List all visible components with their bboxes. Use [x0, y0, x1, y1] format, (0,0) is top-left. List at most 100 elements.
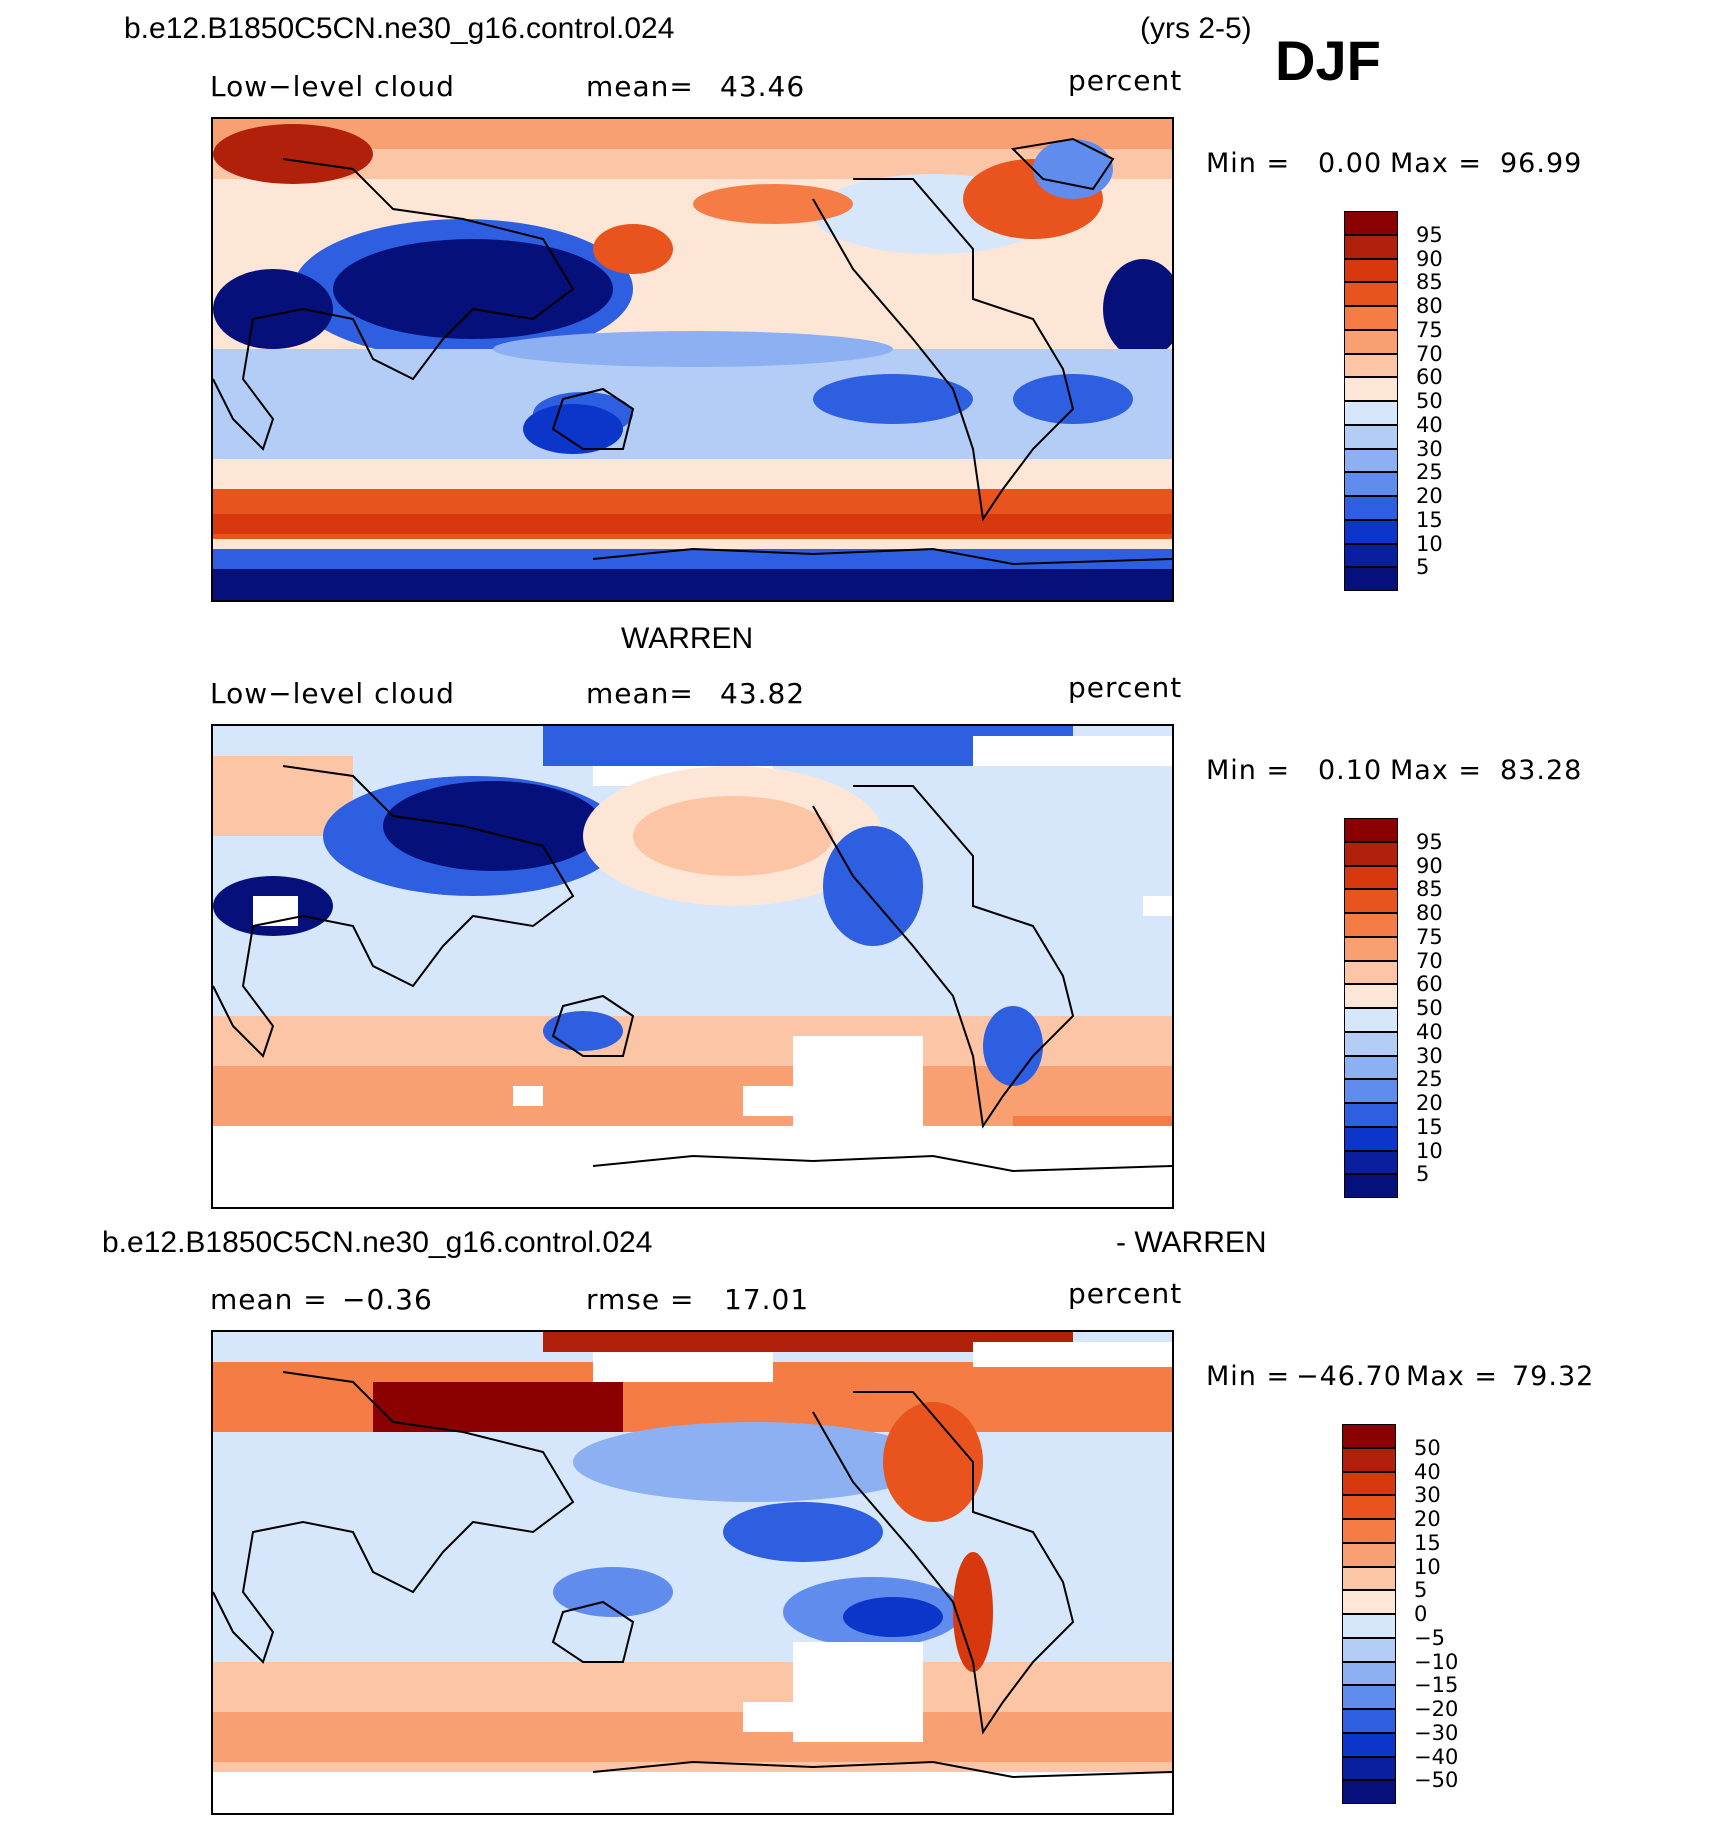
colorbar-label: 75: [1416, 317, 1443, 342]
colorbar-box: [1344, 353, 1398, 378]
panel3-colorbar: 50 40 30 20 15 10 5 0 −5 −10 −15 −20 −30 −40 −50: [1342, 1424, 1472, 1808]
case-title: b.e12.B1850C5CN.ne30_g16.control.024: [124, 12, 675, 45]
colorbar-label: 30: [1414, 1483, 1441, 1508]
panel2-title: WARREN: [621, 622, 754, 655]
colorbar-box: [1344, 841, 1398, 866]
panel2-mean-label: mean=: [586, 677, 694, 710]
colorbar-box: [1344, 424, 1398, 449]
colorbar-label: −50: [1414, 1768, 1459, 1793]
colorbar-box: [1342, 1756, 1396, 1781]
colorbar-label: 15: [1416, 1114, 1443, 1139]
colorbar-box: [1344, 448, 1398, 473]
panel1-colorbar: 95 90 85 80 75 70 60 50 40 30 25 20 15 10 5: [1344, 211, 1474, 595]
colorbar-box: [1344, 1079, 1398, 1103]
colorbar-label: 40: [1416, 412, 1443, 437]
colorbar-box: [1344, 818, 1398, 842]
panel2-max-value: 83.28: [1500, 755, 1583, 786]
colorbar-box: [1342, 1495, 1396, 1519]
panel2-max-label: Max =: [1390, 755, 1483, 786]
panel3-title-left: b.e12.B1850C5CN.ne30_g16.control.024: [102, 1226, 653, 1259]
colorbar-box: [1342, 1424, 1396, 1448]
panel2-min-label: Min =: [1206, 755, 1291, 786]
colorbar-label: 60: [1416, 972, 1443, 997]
colorbar-label: 80: [1416, 901, 1443, 925]
colorbar-box: [1344, 567, 1398, 591]
colorbar-label: −20: [1414, 1697, 1459, 1721]
colorbar-label: 80: [1416, 294, 1443, 318]
panel3-max-label: Max =: [1406, 1361, 1499, 1392]
colorbar-box: [1344, 377, 1398, 401]
panel1-min-label: Min =: [1206, 148, 1291, 179]
colorbar-box: [1344, 496, 1398, 520]
panel1-units: percent: [1068, 64, 1183, 97]
colorbar-box: [1342, 1566, 1396, 1591]
colorbar-label: 95: [1416, 829, 1443, 854]
colorbar-label: 30: [1416, 1043, 1443, 1068]
colorbar-box: [1344, 865, 1398, 890]
colorbar-box: [1344, 258, 1398, 283]
colorbar-label: 85: [1416, 270, 1443, 295]
panel1-mean-value: 43.46: [720, 70, 806, 103]
colorbar-box: [1344, 1031, 1398, 1056]
colorbar-box: [1342, 1519, 1396, 1543]
colorbar-box: [1344, 472, 1398, 496]
colorbar-label: 0: [1414, 1602, 1428, 1626]
colorbar-box: [1344, 913, 1398, 937]
colorbar-label: 50: [1416, 996, 1443, 1020]
colorbar-label: 50: [1416, 389, 1443, 413]
colorbar-box: [1344, 1008, 1398, 1032]
colorbar-label: 10: [1416, 531, 1443, 556]
colorbar-box: [1344, 984, 1398, 1008]
colorbar-box: [1342, 1471, 1396, 1496]
colorbar-box: [1344, 306, 1398, 330]
colorbar-box: [1344, 936, 1398, 961]
panel2-units: percent: [1068, 671, 1183, 704]
colorbar-label: 40: [1416, 1019, 1443, 1044]
panel3-max-value: 79.32: [1512, 1361, 1595, 1392]
colorbar-label: 30: [1416, 436, 1443, 461]
colorbar-box: [1342, 1661, 1396, 1686]
colorbar-label: −15: [1414, 1673, 1459, 1698]
colorbar-box: [1344, 1126, 1398, 1151]
colorbar-box: [1344, 329, 1398, 354]
panel3-units: percent: [1068, 1277, 1183, 1310]
colorbar-box: [1344, 889, 1398, 913]
colorbar-label: 20: [1416, 1091, 1443, 1115]
colorbar-label: 5: [1416, 1162, 1430, 1187]
panel3-mean-value: −0.36: [342, 1283, 433, 1316]
panel2-map: [211, 724, 1174, 1209]
panel2-variable: Low−level cloud: [210, 677, 455, 710]
colorbar-label: 90: [1416, 853, 1443, 878]
colorbar-box: [1342, 1637, 1396, 1662]
colorbar-label: 75: [1416, 924, 1443, 949]
panel1-variable: Low−level cloud: [210, 70, 455, 103]
panel2-mean-value: 43.82: [720, 677, 806, 710]
colorbar-box: [1342, 1685, 1396, 1709]
colorbar-label: 70: [1416, 341, 1443, 366]
panel3-rmse-label: rmse =: [586, 1283, 695, 1316]
colorbar-box: [1342, 1732, 1396, 1757]
colorbar-label: 25: [1416, 1067, 1443, 1092]
panel3-min-label: Min =: [1206, 1361, 1291, 1392]
panel1-map: [211, 117, 1174, 602]
colorbar-box: [1344, 1174, 1398, 1198]
colorbar-box: [1342, 1614, 1396, 1638]
panel3-title-right: - WARREN: [1116, 1226, 1267, 1259]
colorbar-box: [1342, 1447, 1396, 1472]
panel2-colorbar: 95 90 85 80 75 70 60 50 40 30 25 20 15 10 5: [1344, 818, 1474, 1202]
colorbar-label: 15: [1414, 1530, 1441, 1555]
colorbar-box: [1344, 401, 1398, 425]
panel1-min-value: 0.00: [1318, 148, 1383, 179]
colorbar-label: 5: [1416, 555, 1430, 580]
colorbar-label: −5: [1414, 1625, 1445, 1650]
panel3-min-value: −46.70: [1296, 1361, 1402, 1392]
colorbar-box: [1344, 282, 1398, 306]
colorbar-label: 95: [1416, 222, 1443, 247]
colorbar-label: 10: [1414, 1554, 1441, 1579]
colorbar-box: [1344, 543, 1398, 568]
colorbar-label: 5: [1414, 1578, 1428, 1603]
panel3-mean-label: mean =: [210, 1283, 328, 1316]
colorbar-label: 20: [1416, 484, 1443, 508]
colorbar-box: [1342, 1542, 1396, 1567]
colorbar-box: [1344, 960, 1398, 985]
